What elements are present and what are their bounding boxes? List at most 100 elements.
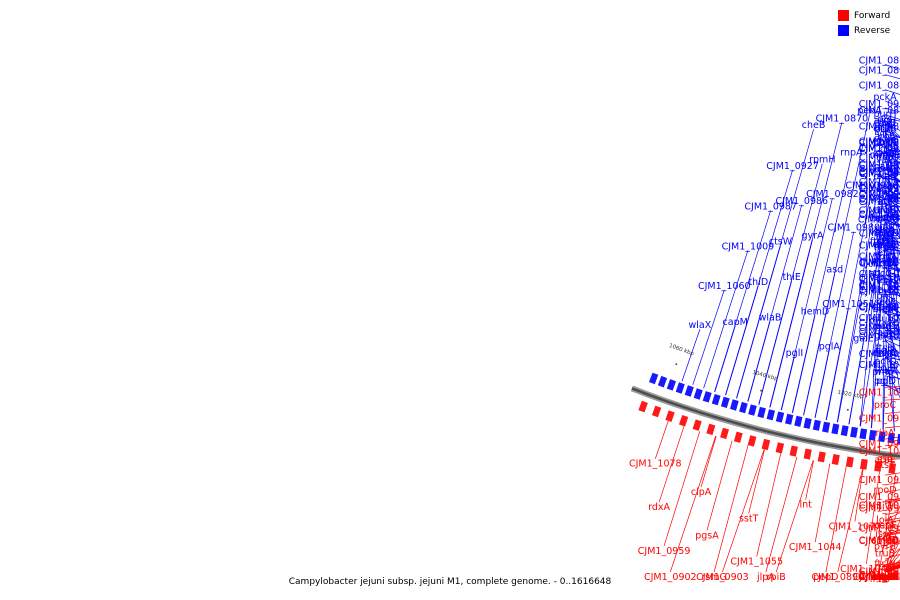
reverse-gene xyxy=(730,399,739,411)
reverse-gene-label: murC xyxy=(872,314,898,325)
label-leader xyxy=(769,122,843,408)
reverse-gene-label: rnpA xyxy=(840,148,863,159)
reverse-gene xyxy=(887,432,895,444)
reverse-gene-label: CJM1_0964 xyxy=(859,167,900,178)
reverse-gene xyxy=(785,413,794,425)
label-leader xyxy=(722,449,765,573)
label-leader xyxy=(805,460,814,500)
reverse-gene-label: CJM1_1088 xyxy=(859,360,900,371)
reverse-gene-label: livJ xyxy=(860,257,874,268)
reverse-gene-label: guaB xyxy=(873,302,897,313)
reverse-gene-label: CJM1_0986 xyxy=(775,196,828,207)
forward-gene-label: CJM1_0866 xyxy=(859,572,900,583)
reverse-gene-label: CJM1_0898 xyxy=(859,122,900,133)
forward-gene-label: CJM1_0873 xyxy=(859,572,900,583)
reverse-gene-label: CJM1_0926 xyxy=(845,181,898,192)
reverse-gene-label: pebA xyxy=(857,106,882,117)
reverse-gene-label: argH xyxy=(874,116,897,127)
reverse-gene xyxy=(739,401,748,414)
ruler-tick-label: 1020 kbp xyxy=(837,390,864,401)
legend: Forward Reverse xyxy=(838,8,890,38)
reverse-gene-label: CJM1_0994 xyxy=(859,152,900,163)
label-leader xyxy=(884,548,900,573)
reverse-gene-label: CJM1_1023 xyxy=(859,257,900,268)
reverse-gene-label: CJM1_1008 xyxy=(859,275,900,286)
label-leaders xyxy=(654,64,900,573)
reverse-gene-label: CJM1_1060 xyxy=(698,281,751,292)
reverse-gene-label: CJM1_0996 xyxy=(859,169,900,180)
reverse-gene-label: CJM1_1061 xyxy=(859,241,900,252)
forward-gene-label: CJM1_0903 xyxy=(696,572,749,583)
reverse-gene-label: gatA xyxy=(874,330,897,341)
reverse-gene-label: CJM1_0884 xyxy=(859,81,900,92)
label-leader xyxy=(663,431,701,546)
label-leader xyxy=(884,189,900,239)
reverse-gene-label: CJM1_0928 xyxy=(859,99,900,110)
label-leader xyxy=(884,332,895,432)
reverse-gene-label: hsdM4 xyxy=(869,214,900,225)
reverse-gene xyxy=(868,429,877,441)
reverse-gene-label: pglC xyxy=(874,357,896,368)
reverse-gene-label: hemN xyxy=(871,213,899,224)
reverse-gene-label: CJM1_1035 xyxy=(859,282,900,293)
label-leader xyxy=(884,354,900,374)
map-caption: Campylobacter jejuni subsp. jejuni M1, c… xyxy=(288,577,612,587)
forward-gene xyxy=(692,419,702,431)
forward-gene-label: CJM1_0947 xyxy=(859,571,900,582)
reverse-gene-label: cvsM xyxy=(873,148,897,159)
forward-gene-label: CJM1_0892 xyxy=(859,572,900,583)
reverse-gene-label: ctsW xyxy=(769,237,793,248)
label-leader xyxy=(870,137,886,429)
forward-gene xyxy=(747,435,757,447)
reverse-gene-label: rrp-2 xyxy=(873,236,896,247)
reverse-gene-label: CJM1_1087 xyxy=(859,327,900,338)
reverse-gene-label: thiE xyxy=(783,272,801,283)
reverse-gene-label: cjaB xyxy=(875,223,895,234)
reverse-swatch xyxy=(838,25,849,36)
forward-gene-label: CJM1_1046 xyxy=(859,501,900,512)
reverse-gene-label: CJM1_0972 xyxy=(859,190,900,201)
forward-gene-label: cinA xyxy=(875,572,896,583)
label-leader xyxy=(780,198,833,411)
reverse-gene-label: msrB xyxy=(873,348,898,359)
label-leader xyxy=(775,460,814,573)
reverse-gene xyxy=(657,375,668,388)
forward-gene xyxy=(679,415,689,427)
reverse-gene-label: hup xyxy=(876,152,894,163)
label-leader xyxy=(791,156,852,413)
reverse-gene-label: mfd xyxy=(876,232,895,243)
forward-gene-label: rpoD xyxy=(873,485,896,496)
reverse-gene-label: livM xyxy=(875,213,894,224)
reverse-gene-label: npdA xyxy=(873,259,898,270)
forward-gene xyxy=(651,405,662,418)
forward-gene-label: cmeD xyxy=(871,536,899,547)
label-leader xyxy=(758,163,823,405)
reverse-gene-label: dapE xyxy=(873,240,897,251)
reverse-gene-label: ftsH_1 xyxy=(870,236,900,247)
forward-gene-label: ssb xyxy=(877,454,893,465)
legend-reverse: Reverse xyxy=(838,23,890,38)
genome-backbone xyxy=(630,385,900,460)
reverse-gene-label: CJM1_1017 xyxy=(859,273,900,284)
forward-gene-label: CJM1_0942 xyxy=(859,572,900,583)
reverse-gene-label: prmA xyxy=(872,367,898,378)
forward-gene-label: apt xyxy=(877,572,893,583)
label-leader xyxy=(884,553,900,573)
label-leader xyxy=(848,223,885,425)
reverse-gene xyxy=(794,415,803,427)
reverse-gene-label: pglE xyxy=(875,363,896,374)
forward-gene xyxy=(845,456,854,468)
reverse-gene-label: CJM1_1009 xyxy=(722,241,775,252)
reverse-gene-label: thiG xyxy=(875,251,895,262)
label-leader xyxy=(654,420,669,459)
reverse-gene-label: CJM1_1000 xyxy=(859,182,900,193)
reverse-gene-label: CJM1_1064 xyxy=(859,313,900,324)
forward-gene-label: cmeE xyxy=(872,572,898,583)
reverse-gene-label: sixA xyxy=(875,225,895,236)
reverse-gene-label: secF xyxy=(874,297,895,308)
ruler-tick-label: 1060 kbp xyxy=(668,343,695,357)
reverse-gene-label: pycB xyxy=(873,139,896,150)
reverse-gene-label: cheR xyxy=(873,124,897,135)
reverse-gene-label: CJM1_1034 xyxy=(859,302,900,313)
